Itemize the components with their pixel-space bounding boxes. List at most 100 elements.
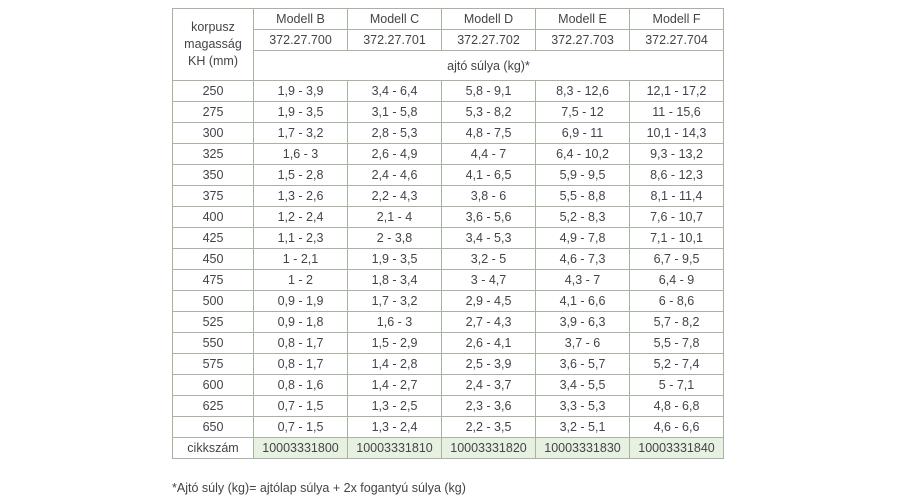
weight-range: 0,8 - 1,7 [253,332,348,354]
subheader: ajtó súlya (kg)* [253,50,724,81]
data-row: 375 1,3 - 2,6 2,2 - 4,3 3,8 - 6 5,5 - 8,8 8,1… [172,185,724,207]
model-name: Modell F [629,8,724,30]
header-row: korpusz magasság KH (mm) Modell B Modell C Mo… [172,8,724,81]
kh-value: 425 [172,227,254,249]
weight-range: 1,7 - 3,2 [347,290,442,312]
weight-range: 1,2 - 2,4 [253,206,348,228]
weight-range: 1 - 2 [253,269,348,291]
weight-range: 3,9 - 6,3 [535,311,630,333]
article-number: 10003331830 [535,437,630,459]
weight-range: 1,3 - 2,4 [347,416,442,438]
weight-range: 2,5 - 3,9 [441,353,536,375]
weight-range: 5,2 - 7,4 [629,353,724,375]
weight-range: 2,7 - 4,3 [441,311,536,333]
weight-range: 11 - 15,6 [629,101,724,123]
article-number: 10003331810 [347,437,442,459]
model-code: 372.27.703 [535,29,630,51]
article-label: cikkszám [172,437,254,459]
weight-range: 0,8 - 1,7 [253,353,348,375]
kh-header-line: korpusz [191,20,235,34]
article-number: 10003331800 [253,437,348,459]
weight-range: 7,5 - 12 [535,101,630,123]
table-wrap: korpusz magasság KH (mm) Modell B Modell C Mo… [172,8,724,459]
weight-range: 4,8 - 6,8 [629,395,724,417]
kh-value: 500 [172,290,254,312]
weight-range: 3,1 - 5,8 [347,101,442,123]
weight-range: 12,1 - 17,2 [629,80,724,102]
weight-range: 1,8 - 3,4 [347,269,442,291]
weight-range: 7,1 - 10,1 [629,227,724,249]
weight-range: 4,6 - 6,6 [629,416,724,438]
data-row: 500 0,9 - 1,9 1,7 - 3,2 2,9 - 4,5 4,1 - 6,6 6… [172,290,724,312]
model-name: Modell D [441,8,536,30]
kh-value: 275 [172,101,254,123]
data-row: 475 1 - 2 1,8 - 3,4 3 - 4,7 4,3 - 7 6,4 - 9 [172,269,724,291]
weight-range: 2,6 - 4,9 [347,143,442,165]
model-code: 372.27.704 [629,29,724,51]
kh-value: 375 [172,185,254,207]
weight-range: 3,4 - 6,4 [347,80,442,102]
data-row: 275 1,9 - 3,5 3,1 - 5,8 5,3 - 8,2 7,5 - 12 11… [172,101,724,123]
data-row: 425 1,1 - 2,3 2 - 3,8 3,4 - 5,3 4,9 - 7,8 7,1… [172,227,724,249]
data-row: 525 0,9 - 1,8 1,6 - 3 2,7 - 4,3 3,9 - 6,3 5,7… [172,311,724,333]
weight-range: 6,4 - 9 [629,269,724,291]
weight-range: 1 - 2,1 [253,248,348,270]
weight-range: 4,1 - 6,6 [535,290,630,312]
weight-range: 5,9 - 9,5 [535,164,630,186]
code-row: 372.27.700 372.27.701 372.27.702 372.27.703… [173,29,724,51]
data-row: 250 1,9 - 3,9 3,4 - 6,4 5,8 - 9,1 8,3 - 12,6… [172,80,724,102]
kh-value: 325 [172,143,254,165]
weight-range: 1,7 - 3,2 [253,122,348,144]
data-row: 575 0,8 - 1,7 1,4 - 2,8 2,5 - 3,9 3,6 - 5,7 5… [172,353,724,375]
weight-range: 2,3 - 3,6 [441,395,536,417]
weight-range: 0,9 - 1,8 [253,311,348,333]
kh-value: 625 [172,395,254,417]
kh-header-line: KH (mm) [188,54,238,68]
kh-value: 575 [172,353,254,375]
weight-range: 4,6 - 7,3 [535,248,630,270]
weight-range: 1,3 - 2,5 [347,395,442,417]
kh-value: 475 [172,269,254,291]
model-code: 372.27.701 [347,29,442,51]
weight-range: 9,3 - 13,2 [629,143,724,165]
weight-range: 3,6 - 5,6 [441,206,536,228]
weight-range: 0,7 - 1,5 [253,416,348,438]
weight-range: 6,4 - 10,2 [535,143,630,165]
data-row: 550 0,8 - 1,7 1,5 - 2,9 2,6 - 4,1 3,7 - 6 5,5… [172,332,724,354]
data-row: 400 1,2 - 2,4 2,1 - 4 3,6 - 5,6 5,2 - 8,3 7,6… [172,206,724,228]
weight-range: 3,7 - 6 [535,332,630,354]
weight-range: 5,2 - 8,3 [535,206,630,228]
weight-range: 5,3 - 8,2 [441,101,536,123]
subheader-row: ajtó súlya (kg)* [173,50,724,81]
model-code: 372.27.702 [441,29,536,51]
weight-range: 3,4 - 5,3 [441,227,536,249]
weight-range: 1,5 - 2,8 [253,164,348,186]
data-row: 600 0,8 - 1,6 1,4 - 2,7 2,4 - 3,7 3,4 - 5,5 5… [172,374,724,396]
data-row: 325 1,6 - 3 2,6 - 4,9 4,4 - 7 6,4 - 10,2 9,3 … [172,143,724,165]
footnote: *Ajtó súly (kg)= ajtólap súlya + 2x foga… [172,481,466,495]
weight-range: 4,4 - 7 [441,143,536,165]
kh-header: korpusz magasság KH (mm) [172,8,254,81]
kh-value: 650 [172,416,254,438]
weight-range: 4,8 - 7,5 [441,122,536,144]
weight-range: 6,9 - 11 [535,122,630,144]
weight-range: 8,3 - 12,6 [535,80,630,102]
kh-value: 600 [172,374,254,396]
weight-range: 0,8 - 1,6 [253,374,348,396]
model-name: Modell E [535,8,630,30]
weight-range: 1,9 - 3,5 [253,101,348,123]
data-row: 300 1,7 - 3,2 2,8 - 5,3 4,8 - 7,5 6,9 - 11 10… [172,122,724,144]
kh-value: 450 [172,248,254,270]
weight-range: 1,5 - 2,9 [347,332,442,354]
weight-range: 10,1 - 14,3 [629,122,724,144]
weight-range: 1,9 - 3,5 [347,248,442,270]
weight-range: 1,9 - 3,9 [253,80,348,102]
model-code: 372.27.700 [253,29,348,51]
weight-range: 1,6 - 3 [253,143,348,165]
weight-range: 2,9 - 4,5 [441,290,536,312]
data-row: 650 0,7 - 1,5 1,3 - 2,4 2,2 - 3,5 3,2 - 5,1 4… [172,416,724,438]
weight-range: 1,3 - 2,6 [253,185,348,207]
weight-range: 1,4 - 2,7 [347,374,442,396]
weight-range: 7,6 - 10,7 [629,206,724,228]
weight-range: 5,7 - 8,2 [629,311,724,333]
